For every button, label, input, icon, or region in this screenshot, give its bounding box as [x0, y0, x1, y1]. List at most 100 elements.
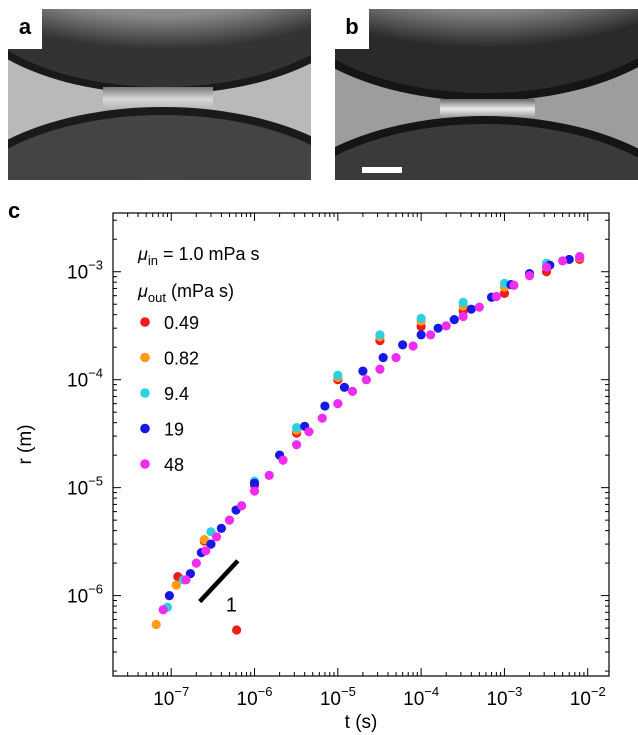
- data-point: [333, 370, 343, 380]
- data-point: [433, 323, 443, 333]
- data-point: [491, 291, 501, 302]
- slope-label: 1: [226, 595, 237, 617]
- legend-entry: 48: [140, 455, 184, 475]
- legend-marker: [140, 317, 150, 327]
- data-point: [358, 366, 368, 376]
- x-tick-label: 10−4: [403, 684, 439, 710]
- data-point: [237, 501, 247, 511]
- data-point: [375, 330, 385, 340]
- data-point: [375, 364, 385, 374]
- data-point: [201, 546, 211, 556]
- legend-marker: [140, 352, 150, 363]
- legend-title-subscript: out: [148, 290, 166, 305]
- data-point: [199, 535, 209, 545]
- x-axis-label: t (s): [345, 712, 378, 733]
- y-tick-label: 10−3: [67, 258, 103, 284]
- panel-label-b: b: [335, 9, 369, 49]
- data-point: [191, 558, 201, 568]
- data-point: [211, 532, 222, 542]
- mu-in-subscript: in: [148, 253, 158, 268]
- x-tick-label: 10−2: [570, 684, 606, 710]
- data-point: [441, 321, 451, 331]
- legend-title-symbol: μ: [137, 281, 148, 301]
- data-point: [339, 382, 350, 392]
- series-19: [164, 254, 574, 601]
- data-point: [398, 340, 408, 350]
- legend-label: 0.49: [164, 313, 199, 333]
- y-tick-label: 10−5: [67, 474, 103, 500]
- data-point: [575, 252, 585, 262]
- data-point: [333, 399, 343, 409]
- legend-label: 0.82: [164, 349, 199, 369]
- legend-title-unit: (mPa s): [166, 281, 234, 301]
- data-point: [264, 470, 274, 480]
- axis-tick-labels: 10−7 10−6 10−5 10−4 10−3 10−2 10−6 10−5 10−4 10−3: [67, 258, 606, 710]
- series-9-4: [162, 252, 585, 612]
- data-point: [171, 580, 181, 590]
- data-point: [216, 523, 226, 533]
- legend-label: 19: [164, 420, 184, 440]
- legend-title: μout (mPa s): [137, 281, 234, 305]
- data-point: [292, 440, 302, 450]
- x-tick-label: 10−5: [320, 684, 356, 710]
- legend-label: 9.4: [164, 384, 189, 404]
- plot-frame: [112, 212, 610, 677]
- x-tick-label: 10−3: [486, 684, 522, 710]
- legend-entry: 0.49: [140, 313, 199, 333]
- data-point: [206, 539, 216, 549]
- data-point: [449, 315, 459, 325]
- data-point: [278, 455, 288, 465]
- data-point: [304, 427, 314, 437]
- legend-label: 48: [164, 455, 184, 475]
- legend: 0.49 0.82 9.4 19 48: [140, 313, 199, 475]
- data-point: [541, 262, 552, 272]
- panel-label-a: a: [8, 9, 42, 49]
- photo-panel-b: b: [335, 9, 638, 180]
- slope-guide-line: [198, 559, 240, 604]
- legend-entry: 19: [140, 420, 184, 440]
- mu-in-value: = 1.0 mPa s: [158, 244, 260, 264]
- data-point: [378, 353, 388, 363]
- legend-entry: 0.82: [140, 349, 199, 369]
- data-point: [474, 302, 484, 312]
- series-0-82: [151, 253, 585, 630]
- y-tick-label: 10−6: [67, 582, 103, 608]
- data-point: [426, 330, 436, 340]
- data-point: [361, 375, 371, 385]
- data-point: [151, 619, 161, 630]
- neck-photograph-b: [335, 9, 638, 180]
- data-point: [408, 341, 418, 351]
- data-point: [458, 311, 468, 322]
- data-point: [416, 330, 426, 340]
- y-axis-label: r (m): [15, 424, 36, 464]
- data-point: [320, 401, 330, 411]
- data-point: [558, 256, 568, 266]
- x-tick-label: 10−6: [237, 684, 273, 710]
- panel-label-c: c: [8, 198, 21, 223]
- legend-entry: 9.4: [140, 384, 189, 404]
- data-point: [181, 575, 191, 585]
- data-point: [524, 271, 535, 281]
- data-point: [416, 313, 426, 323]
- neck-photograph-a: [8, 9, 311, 180]
- data-point: [232, 625, 242, 635]
- data-point: [158, 605, 168, 615]
- data-point: [249, 486, 260, 496]
- mu-in-symbol: μ: [137, 244, 148, 264]
- data-point: [458, 297, 468, 307]
- data-point: [317, 413, 327, 423]
- axis-ticks: [112, 213, 609, 676]
- data-point: [224, 515, 235, 525]
- legend-marker: [140, 423, 150, 434]
- data-point: [164, 591, 174, 601]
- legend-marker: [140, 388, 150, 398]
- series-0-49: [173, 254, 585, 635]
- x-tick-label: 10−7: [153, 684, 189, 710]
- data-markers: [151, 252, 585, 635]
- data-point: [509, 280, 519, 290]
- data-point: [347, 386, 358, 396]
- photo-panel-a: a: [8, 9, 311, 180]
- scale-bar: [362, 167, 402, 173]
- mu-in-annotation: μin = 1.0 mPa s: [137, 244, 260, 268]
